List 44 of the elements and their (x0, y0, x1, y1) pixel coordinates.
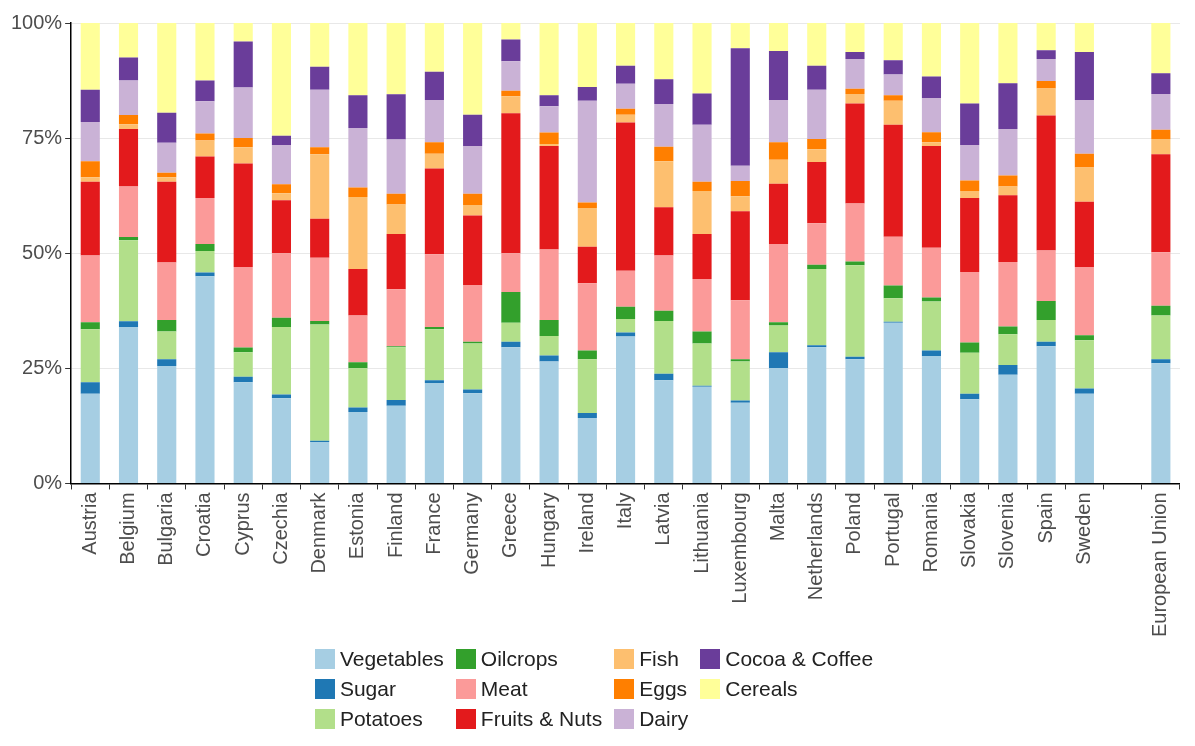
x-tick-label: Croatia (192, 491, 215, 557)
x-tick-label: Czechia (268, 491, 291, 565)
x-tick-label: Latvia (651, 491, 674, 546)
x-tick-label: Slovenia (995, 491, 1018, 570)
x-tick-label: Romania (918, 491, 941, 573)
x-tick-label: Netherlands (804, 492, 827, 601)
x-tick-label: Sweden (1071, 492, 1094, 565)
y-tick-label: 25% (22, 355, 63, 378)
x-tick-label: France (421, 492, 444, 555)
x-tick-label: Austria (77, 491, 100, 555)
legend-label: Cocoa & Coffee (725, 647, 874, 671)
legend-label: Cereals (725, 677, 798, 701)
x-tick-label: Belgium (116, 492, 139, 565)
y-tick-label: 0% (33, 470, 63, 493)
y-tick-label: 100% (11, 10, 63, 33)
x-tick-label: Spain (1033, 492, 1056, 544)
legend-label: Fish (639, 647, 679, 671)
x-tick-label: Malta (766, 491, 789, 542)
x-tick-label: Poland (842, 492, 865, 555)
x-tick-label: Cyprus (230, 492, 253, 556)
legend-label: Oilcrops (480, 647, 558, 671)
legend-label: Eggs (639, 677, 688, 701)
y-tick-label: 75% (22, 125, 63, 148)
x-tick-label: Portugal (880, 492, 903, 567)
legend-label: Vegetables (339, 647, 444, 671)
x-tick-label: Luxembourg (727, 492, 750, 604)
y-tick-label: 50% (22, 240, 63, 263)
legend-label: Fruits & Nuts (480, 707, 603, 731)
x-tick-label: Estonia (345, 491, 368, 560)
x-tick-label: Bulgaria (154, 491, 177, 566)
x-tick-label: Denmark (307, 491, 330, 574)
legend-label: Sugar (339, 677, 396, 701)
legend-label: Dairy (639, 707, 689, 731)
x-tick-label: Slovakia (957, 491, 980, 569)
x-tick-label: Lithuania (689, 491, 712, 574)
x-tick-label: Finland (383, 492, 406, 559)
legend-label: Meat (480, 677, 528, 701)
x-tick-label: Hungary (536, 492, 559, 569)
x-tick-label: Ireland (574, 492, 597, 554)
x-tick-label: Italy (613, 492, 636, 530)
x-tick-label: European Union (1148, 492, 1171, 638)
legend-label: Potatoes (339, 707, 423, 731)
x-tick-label: Germany (460, 492, 483, 575)
x-tick-label: Greece (498, 492, 521, 559)
